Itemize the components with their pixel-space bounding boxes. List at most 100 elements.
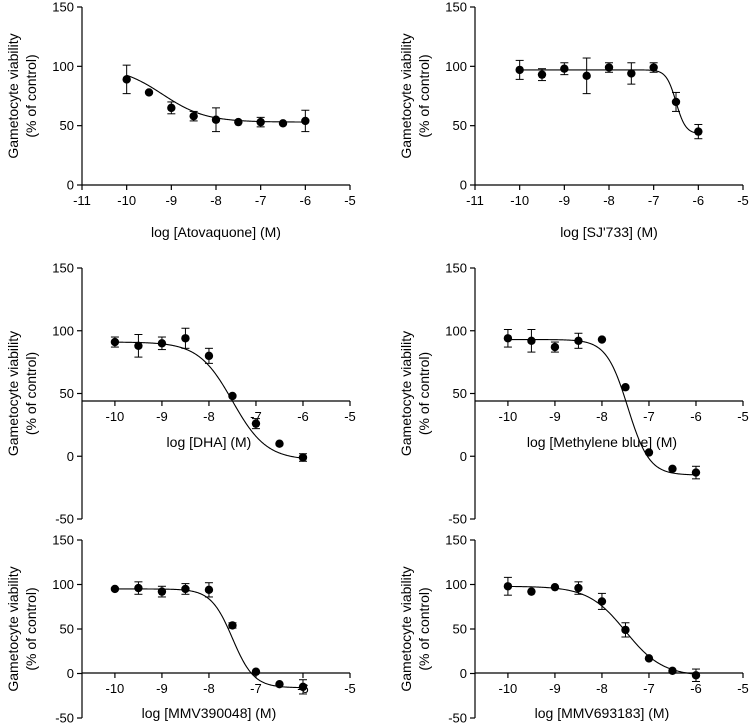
y-tick-label: 0 <box>67 449 74 464</box>
y-tick-label: 50 <box>453 622 467 637</box>
data-point <box>527 336 536 345</box>
x-axis-label: log [Atovaquone] (M) <box>151 224 281 240</box>
x-tick-label: -9 <box>549 409 561 424</box>
data-point <box>503 334 513 343</box>
data-point <box>691 671 701 680</box>
data-point <box>189 111 198 121</box>
data-point <box>204 585 214 595</box>
y-tick-label: 150 <box>52 261 74 276</box>
data-point <box>228 621 237 630</box>
x-tick-label: -5 <box>737 409 749 424</box>
x-tick-label: -10 <box>117 193 136 208</box>
x-tick-label: -8 <box>203 409 215 424</box>
data-point <box>110 584 120 594</box>
x-tick-label: -10 <box>499 409 518 424</box>
x-tick-label: -5 <box>344 193 356 208</box>
data-point <box>627 69 636 78</box>
y-tick-label: 50 <box>453 386 467 401</box>
x-tick-label: -5 <box>344 409 356 424</box>
data-point <box>234 117 243 127</box>
y-tick-label: -50 <box>448 512 467 527</box>
x-tick-label: -9 <box>549 681 561 696</box>
data-point <box>278 119 288 128</box>
data-point <box>668 464 677 473</box>
x-tick-label: -9 <box>156 681 168 696</box>
x-tick-label: -9 <box>559 193 571 208</box>
y-tick-label: -50 <box>55 512 74 527</box>
y-axis-label-line: Gametocyte viability <box>398 331 414 456</box>
data-point <box>503 582 513 591</box>
y-axis-label-line: Gametocyte viability <box>398 566 414 691</box>
x-axis-label: log [Methylene blue] (M) <box>527 434 677 450</box>
data-point <box>597 597 607 606</box>
data-point <box>582 71 591 81</box>
fit-curve <box>507 338 696 476</box>
x-tick-label: -6 <box>690 409 702 424</box>
y-axis-label-line: (% of control) <box>23 587 39 670</box>
x-tick-label: -7 <box>255 193 267 208</box>
x-tick-label: -9 <box>156 409 168 424</box>
x-tick-label: -7 <box>643 409 655 424</box>
x-tick-label: -6 <box>693 193 705 208</box>
x-tick-label: -11 <box>73 193 91 208</box>
data-point <box>204 351 214 361</box>
data-point <box>527 587 536 596</box>
data-point <box>275 679 284 689</box>
y-axis-label-line: Gametocyte viability <box>398 33 414 158</box>
data-point <box>181 584 190 594</box>
data-point <box>228 391 237 401</box>
y-axis-label: Gametocyte viability (% of control) <box>5 33 39 158</box>
data-point <box>134 583 143 593</box>
chart-panel-1: 0 50 100 150 -11 -10 -9 -8 -7 -6 -5 log [Atovaquone… <box>5 0 356 240</box>
data-point <box>157 587 167 596</box>
x-tick-label: -11 <box>466 193 484 208</box>
chart-panel-3: -50 0 50 100 150 -10 -9 -8 -7 -6 -5 log [DHA] (M) Ga… <box>5 261 356 527</box>
x-tick-label: -5 <box>344 681 356 696</box>
y-tick-label: 100 <box>445 323 467 338</box>
x-axis-label: log [DHA] (M) <box>167 434 252 450</box>
x-tick-label: -8 <box>603 193 615 208</box>
data-point <box>122 75 131 84</box>
y-tick-label: -50 <box>55 711 74 726</box>
chart-panel-2: 0 50 100 150 -11 -10 -9 -8 -7 -6 -5 log [SJ'733] (M… <box>398 0 749 240</box>
x-tick-label: -6 <box>300 193 312 208</box>
data-point <box>649 63 658 72</box>
fit-curve <box>519 69 699 134</box>
y-tick-label: 50 <box>60 386 74 401</box>
data-point <box>211 115 221 124</box>
data-point <box>574 336 583 345</box>
x-axis-label: log [SJ'733] (M) <box>560 224 658 240</box>
data-point <box>301 116 310 126</box>
y-tick-label: 0 <box>67 178 74 193</box>
data-point <box>298 682 308 692</box>
y-axis-label: Gametocyte viability (% of control) <box>398 33 432 158</box>
y-tick-label: 150 <box>445 533 467 548</box>
y-axis-label-line: (% of control) <box>416 352 432 435</box>
data-point <box>691 468 701 477</box>
y-tick-label: 50 <box>60 622 74 637</box>
y-axis-label-line: Gametocyte viability <box>5 566 21 691</box>
y-axis-label: Gametocyte viability (% of control) <box>5 331 39 456</box>
y-tick-label: 0 <box>67 666 74 681</box>
data-point <box>251 419 261 428</box>
data-point <box>644 654 654 663</box>
y-tick-label: 0 <box>460 449 467 464</box>
data-point <box>668 666 677 676</box>
x-tick-label: -10 <box>106 409 125 424</box>
data-point <box>298 453 308 462</box>
x-tick-label: -8 <box>596 681 608 696</box>
y-axis-label-line: (% of control) <box>23 54 39 137</box>
y-tick-label: 0 <box>460 178 467 193</box>
data-point <box>550 342 560 352</box>
x-tick-label: -10 <box>510 193 529 208</box>
y-tick-label: 150 <box>445 261 467 276</box>
data-point <box>181 334 190 343</box>
x-tick-label: -5 <box>737 681 749 696</box>
data-point <box>694 127 703 136</box>
x-tick-label: -10 <box>499 681 518 696</box>
x-tick-label: -8 <box>596 409 608 424</box>
data-point <box>574 583 583 593</box>
x-tick-label: -7 <box>250 681 262 696</box>
x-axis-label: log [MMV390048] (M) <box>142 705 277 721</box>
